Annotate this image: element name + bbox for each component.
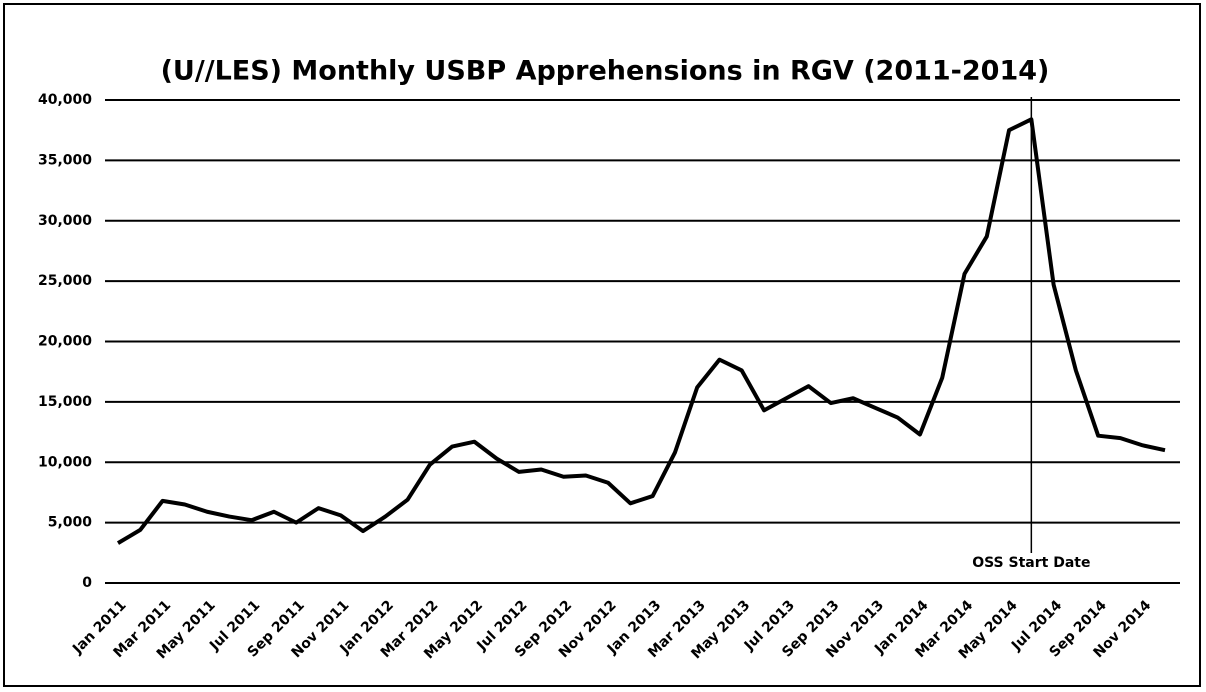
y-tick-label: 5,000 [48,515,93,531]
y-tick-label: 10,000 [38,454,92,470]
y-tick-label: 20,000 [38,334,92,350]
y-tick-label: 40,000 [38,92,92,108]
chart-title: (U//LES) Monthly USBP Apprehensions in R… [161,56,1050,87]
annotation: OSS Start Date [972,555,1090,571]
y-tick-label: 35,000 [38,152,92,168]
y-tick-label: 25,000 [38,273,92,289]
y-tick-label: 15,000 [38,394,92,410]
y-tick-label: 0 [82,575,92,591]
y-tick-label: 30,000 [38,213,92,229]
frame [3,3,1201,687]
line [116,117,1166,545]
